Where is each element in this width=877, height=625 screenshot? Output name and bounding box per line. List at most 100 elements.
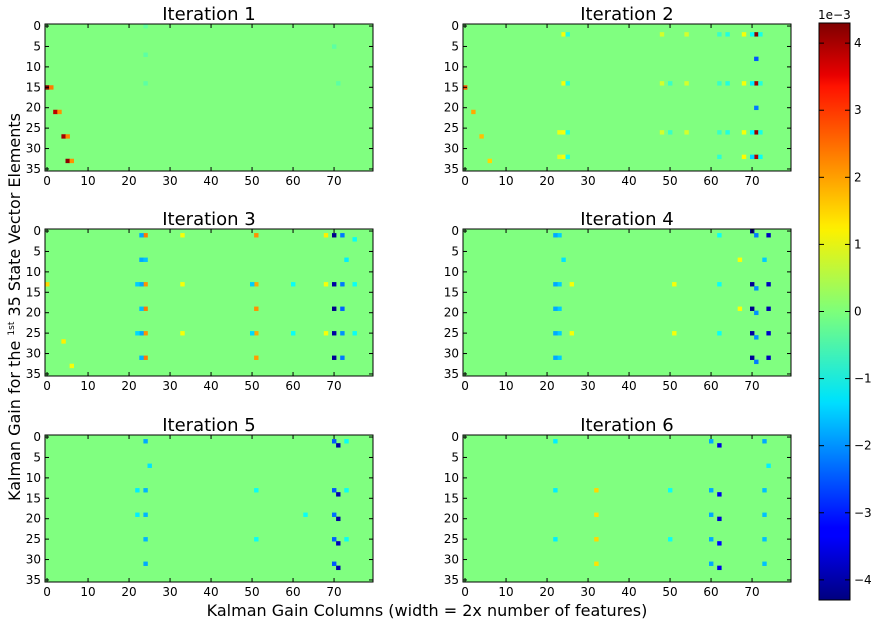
heatmap-cell	[291, 331, 296, 336]
heatmap-cell	[332, 331, 337, 336]
heatmap-background	[463, 229, 791, 376]
heatmap-cell	[332, 44, 337, 49]
heatmap-cell	[143, 537, 148, 542]
y-tick-label: 10	[26, 471, 41, 485]
y-tick-label: 10	[444, 471, 459, 485]
heatmap-cell	[725, 130, 730, 135]
heatmap-cell	[65, 134, 70, 139]
y-tick-label: 35	[444, 162, 459, 176]
x-tick-label: 20	[539, 174, 554, 188]
heatmap-cell	[336, 443, 341, 448]
heatmap-cell	[553, 331, 558, 336]
heatmap-cell	[766, 331, 771, 336]
y-tick-label: 15	[26, 491, 41, 505]
heatmap-cell	[557, 355, 562, 360]
heatmap-cell	[565, 32, 570, 37]
axes-frame	[462, 23, 792, 172]
heatmap-panel-2: Iteration 2 0 10 20 30 40 50 60 70 0 5 10 15 20 25 30 35	[444, 4, 792, 188]
colorbar-gradient	[818, 22, 851, 601]
heatmap-cell	[594, 537, 599, 542]
heatmap-cell	[139, 306, 144, 311]
y-tick-label: 20	[26, 306, 41, 320]
heatmap-cell	[139, 233, 144, 238]
heatmap-cell	[553, 439, 558, 444]
heatmap-cell	[332, 488, 337, 493]
heatmap-cell	[135, 488, 140, 493]
heatmap-cell	[717, 233, 722, 238]
heatmap-cell	[135, 331, 140, 336]
colorbar-tick-label: −1	[854, 372, 872, 386]
x-tick-label: 60	[285, 379, 300, 393]
heatmap-cell	[61, 339, 66, 344]
heatmap-cell	[594, 488, 599, 493]
y-tick-label: 20	[444, 512, 459, 526]
x-tick-label: 40	[203, 379, 218, 393]
y-tick-label: 0	[33, 224, 41, 238]
y-tick-label: 35	[26, 367, 41, 381]
heatmap-panel-4: Iteration 4 0 10 20 30 40 50 60 70 0 5 10 15 20 25 30 35	[444, 209, 792, 393]
x-tick-label: 40	[203, 174, 218, 188]
heatmap-cell	[49, 85, 54, 90]
heatmap-cell	[754, 233, 759, 238]
heatmap-cell	[754, 130, 759, 135]
colorbar-tick-label: 3	[854, 103, 862, 117]
heatmap-cell	[569, 282, 574, 287]
y-tick-label: 5	[451, 39, 459, 53]
heatmap-cell	[143, 488, 148, 493]
heatmap-cell	[332, 233, 337, 238]
y-tick-label: 30	[444, 347, 459, 361]
heatmap-cell	[254, 331, 259, 336]
heatmap-cell	[291, 282, 296, 287]
heatmap-cell	[684, 130, 689, 135]
x-tick-label: 0	[43, 379, 51, 393]
axes-frame	[462, 228, 792, 377]
heatmap-background	[45, 229, 373, 376]
panel-title: Iteration 6	[580, 415, 674, 436]
heatmap-cell	[340, 233, 345, 238]
heatmap-cell	[143, 81, 148, 86]
heatmap-cell	[352, 331, 357, 336]
x-tick-label: 50	[662, 585, 677, 599]
heatmap-cell	[754, 310, 759, 316]
x-tick-label: 0	[461, 174, 469, 188]
heatmap-cell	[323, 282, 329, 287]
heatmap-cell	[766, 282, 771, 287]
colorbar-tick-label: −4	[854, 573, 872, 587]
heatmap-cell	[737, 257, 743, 262]
heatmap-cell	[766, 355, 771, 360]
heatmap-cell	[565, 130, 570, 135]
heatmap-cell	[766, 463, 771, 468]
heatmap-cell	[717, 282, 722, 287]
heatmap-cell	[758, 130, 763, 135]
x-tick-label: 0	[43, 174, 51, 188]
heatmap-cell	[143, 512, 148, 517]
y-tick-label: 5	[33, 450, 41, 464]
heatmap-cell	[69, 158, 74, 164]
heatmap-cell	[717, 516, 722, 522]
heatmap-cell	[332, 439, 337, 444]
heatmap-background	[463, 24, 791, 171]
heatmap-cell	[332, 537, 337, 542]
heatmap-cell	[557, 233, 562, 238]
heatmap-cell	[336, 516, 341, 522]
x-tick-label: 40	[621, 379, 636, 393]
heatmap-cell	[717, 81, 722, 86]
axes-frame	[44, 228, 374, 377]
colorbar-tick-label: −2	[854, 439, 872, 453]
heatmap-cell	[332, 561, 337, 566]
colorbar-tick-label: 0	[854, 305, 862, 319]
y-tick-label: 30	[444, 142, 459, 156]
heatmap-cell	[766, 306, 771, 311]
heatmap-cell	[254, 537, 259, 542]
heatmap-cell	[750, 32, 755, 37]
heatmap-cell	[569, 331, 574, 336]
x-tick-label: 70	[744, 585, 759, 599]
heatmap-cell	[750, 130, 755, 135]
heatmap-cell	[557, 154, 562, 160]
heatmap-cell	[668, 81, 673, 86]
heatmap-cell	[553, 537, 558, 542]
heatmap-cell	[344, 257, 349, 262]
x-tick-label: 60	[703, 379, 718, 393]
heatmap-cell	[143, 355, 148, 360]
